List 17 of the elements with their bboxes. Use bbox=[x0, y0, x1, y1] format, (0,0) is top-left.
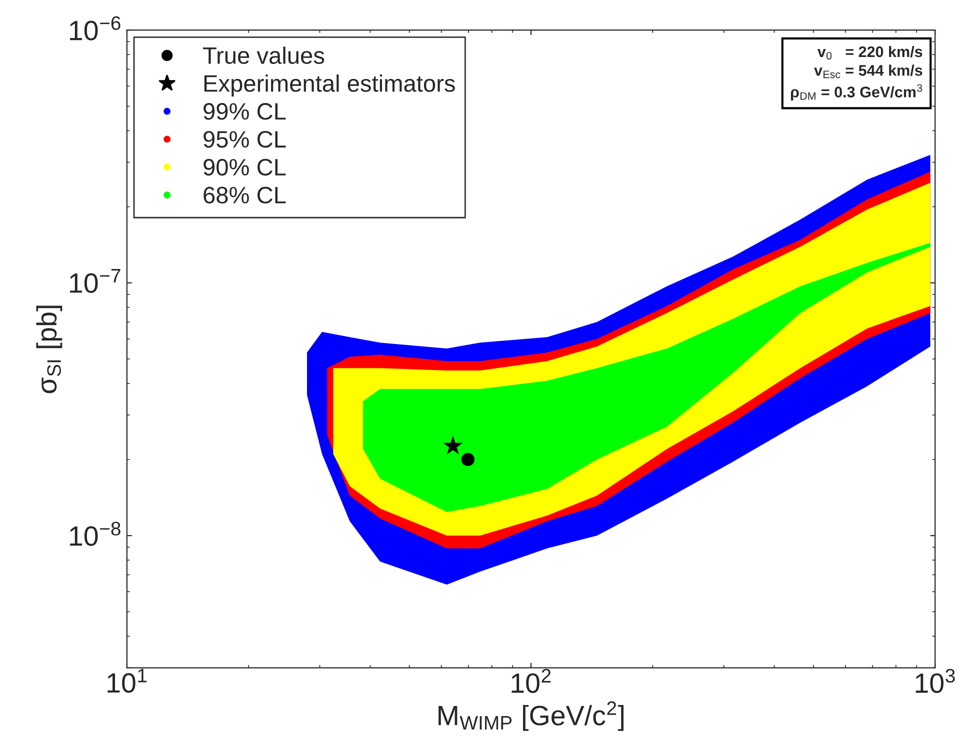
x-axis-title: M$_{WIMP}$ [GeV/c$^{2}$] bbox=[438, 701, 624, 731]
x-tick-label: 10$^{1}$ bbox=[108, 668, 147, 693]
legend-label: 99% CL bbox=[204, 103, 286, 120]
legend-label: Experimental estimators bbox=[204, 74, 455, 97]
x-tick-label: 10$^{3}$ bbox=[916, 668, 955, 693]
legend-label: 95% CL bbox=[204, 130, 286, 148]
legend-label: 68% CL bbox=[204, 186, 286, 204]
y-tick-label: 10$^{−6}$ bbox=[70, 16, 120, 40]
y-axis-title: σ$_{SI}$ [pb] bbox=[36, 306, 62, 394]
annotation: v$_{Esc}$ = 544 km/s bbox=[814, 64, 922, 78]
text: v$_{0}$ = 220 km/s bbox=[817, 46, 922, 60]
legend-label: 90% CL bbox=[204, 158, 286, 176]
x-tick-label: 10$^{2}$ bbox=[512, 668, 551, 693]
y-tick-label: 10$^{−7}$ bbox=[70, 269, 120, 293]
annotation: ρ$_{DM}$ = 0.3 GeV/cm$^{3}$ bbox=[790, 84, 922, 100]
y-tick-label: 10$^{−8}$ bbox=[70, 522, 120, 546]
legend-label: True values bbox=[203, 46, 324, 64]
